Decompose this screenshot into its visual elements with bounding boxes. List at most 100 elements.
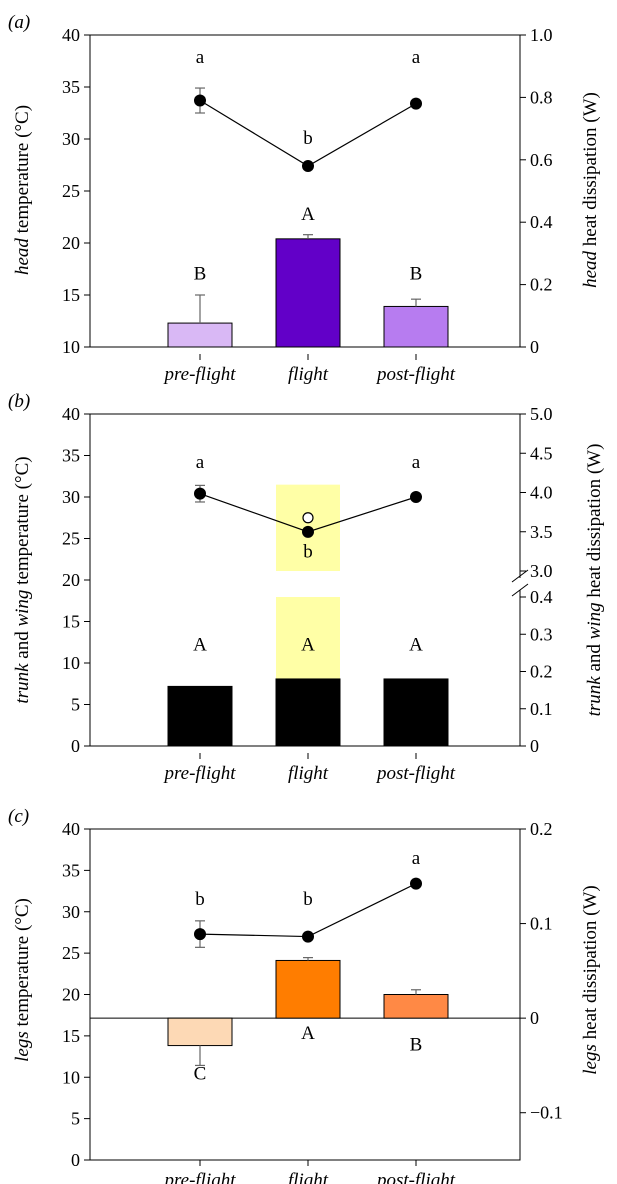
panel-b-right-tick-label: 3.5 bbox=[530, 522, 553, 542]
panel-b-line-point bbox=[410, 491, 422, 503]
panel-b-category-label: pre-flight bbox=[162, 763, 236, 784]
panel-c-category-label: post-flight bbox=[375, 1170, 456, 1184]
panel-c-right-tick-label: 0 bbox=[530, 1008, 539, 1028]
panel-b-bar-trunk bbox=[383, 678, 449, 747]
panel-b-right-axis-title-italic-1: trunk bbox=[584, 676, 605, 717]
panel-b-right-axis-title-rest: heat dissipation (W) bbox=[584, 444, 605, 603]
panel-b-left-axis-title-rest: temperature (°C) bbox=[12, 456, 33, 589]
panel-c-left-axis-title-italic: legs bbox=[12, 1031, 33, 1062]
panel-b-line-sig-letter: b bbox=[303, 542, 313, 563]
panel-b-right-tick-label: 4.0 bbox=[530, 483, 553, 503]
panel-b-right-tick-label: 4.5 bbox=[530, 443, 553, 463]
panel-b-left-tick-label: 40 bbox=[62, 404, 80, 424]
panel-a-line-point bbox=[194, 94, 206, 107]
panel-b-right-tick-label: 0.1 bbox=[530, 699, 553, 719]
panel-c-bar-sig-letter: A bbox=[301, 1023, 315, 1044]
panel-b-right-axis-title-mid: and bbox=[584, 639, 605, 676]
panel-b-bar-sig-letter: A bbox=[193, 635, 207, 656]
panel-b-left-tick-label: 35 bbox=[62, 446, 80, 466]
panel-b-right-tick-label: 0.3 bbox=[530, 624, 553, 644]
panel-c-right-axis-title-italic: legs bbox=[580, 1044, 601, 1075]
panel-a-left-tick-label: 10 bbox=[62, 337, 80, 357]
panel-b-left-tick-label: 15 bbox=[62, 612, 80, 632]
panel-b-bar-trunk bbox=[275, 678, 341, 747]
panel-c-bar bbox=[167, 1017, 233, 1047]
panel-a-left-tick-label: 25 bbox=[62, 181, 80, 201]
panel-c-left-tick-label: 0 bbox=[71, 1150, 80, 1170]
panel-b-axis-break-mark bbox=[511, 583, 529, 597]
panel-c-line-point bbox=[302, 930, 314, 943]
panel-b-line-point bbox=[194, 487, 206, 500]
panel-b-right-tick-label: 0 bbox=[530, 736, 539, 756]
panel-c-left-tick-label: 15 bbox=[62, 1026, 80, 1046]
panel-b-right-tick-label: 3.0 bbox=[530, 561, 553, 581]
panel-a-left-tick-label: 40 bbox=[62, 25, 80, 45]
panel-a-bar bbox=[167, 322, 233, 348]
panel-b-left-axis-title: trunk and wing temperature (°C) bbox=[12, 456, 33, 703]
panel-c-bar bbox=[383, 994, 449, 1019]
panel-c-right-tick-label: 0.2 bbox=[530, 819, 553, 839]
panel-c-left-tick-label: 30 bbox=[62, 902, 80, 922]
panel-c-bar-sig-letter: B bbox=[410, 1034, 423, 1055]
panel-b-left-tick-label: 5 bbox=[71, 695, 80, 715]
panel-c-left-tick-label: 25 bbox=[62, 943, 80, 963]
panel-a-category-label: flight bbox=[288, 364, 329, 385]
panel-a-line-point bbox=[410, 97, 422, 110]
panel-a: (a) head temperature (°C) head heat diss… bbox=[8, 12, 601, 385]
panel-b-category-label: flight bbox=[288, 763, 329, 784]
panel-a-line-sig-letter: a bbox=[196, 47, 205, 68]
panel-b-right-axis-title: trunk and wing heat dissipation (W) bbox=[584, 444, 605, 717]
panel-c-label: (c) bbox=[8, 806, 29, 827]
panel-c-right-axis-title: legs heat dissipation (W) bbox=[580, 885, 601, 1074]
panel-c-line-point bbox=[410, 877, 422, 890]
panel-b-line-sig-letter: a bbox=[196, 452, 205, 473]
panel-c: (c) legs temperature (°C) legs heat diss… bbox=[8, 806, 601, 1184]
panel-c-category-label: flight bbox=[288, 1170, 329, 1184]
panel-b-right-tick-label: 5.0 bbox=[530, 404, 553, 424]
panel-a-right-tick-label: 0.8 bbox=[530, 87, 553, 107]
panel-b-open-point bbox=[302, 512, 314, 524]
panel-a-category-label: pre-flight bbox=[162, 364, 236, 385]
panel-b-bar-wing-lower bbox=[276, 597, 340, 679]
panel-a-right-axis-title: head heat dissipation (W) bbox=[580, 92, 601, 288]
panel-b-bar-sig-letter: A bbox=[301, 635, 315, 656]
panel-c-right-axis-title-rest: heat dissipation (W) bbox=[580, 885, 601, 1044]
panel-c-left-axis-title: legs temperature (°C) bbox=[12, 898, 33, 1062]
panel-a-label: (a) bbox=[8, 12, 30, 33]
panel-c-left-axis-title-rest: temperature (°C) bbox=[12, 898, 33, 1031]
panel-b-axis-break-gap bbox=[518, 578, 522, 590]
panel-a-right-tick-label: 0.6 bbox=[530, 150, 553, 170]
panel-b-left-tick-label: 0 bbox=[71, 736, 80, 756]
panel-b-label: (b) bbox=[8, 391, 30, 412]
panel-b-right-tick-label: 0.2 bbox=[530, 662, 553, 682]
panel-a-right-axis-title-italic: head bbox=[580, 250, 601, 287]
panel-c-left-tick-label: 10 bbox=[62, 1067, 80, 1087]
panel-b-right-tick-label: 0.4 bbox=[530, 587, 553, 607]
panel-c-bar-sig-letter: C bbox=[194, 1064, 207, 1085]
panel-a-left-tick-label: 15 bbox=[62, 285, 80, 305]
panel-b-axis-break-mark bbox=[511, 569, 529, 583]
panel-a-right-tick-label: 0.2 bbox=[530, 275, 553, 295]
panel-a-right-tick-label: 0.4 bbox=[530, 212, 553, 232]
panel-c-bar bbox=[275, 959, 341, 1019]
panel-a-right-tick-label: 0 bbox=[530, 337, 539, 357]
panel-c-line-sig-letter: b bbox=[195, 889, 205, 910]
panel-c-right-tick-label: 0.1 bbox=[530, 914, 553, 934]
panel-b-line-sig-letter: a bbox=[412, 452, 421, 473]
panel-c-left-tick-label: 40 bbox=[62, 819, 80, 839]
panel-a-line-sig-letter: b bbox=[303, 128, 313, 149]
panel-c-left-tick-label: 5 bbox=[71, 1109, 80, 1129]
panel-a-bar bbox=[383, 305, 449, 348]
panel-a-bar-sig-letter: A bbox=[301, 204, 315, 225]
panel-b-left-tick-label: 25 bbox=[62, 529, 80, 549]
panel-b-bar-sig-letter: A bbox=[409, 635, 423, 656]
panel-b: (b) trunk and wing temperature (°C) trun… bbox=[8, 391, 605, 784]
panel-b-left-tick-label: 20 bbox=[62, 570, 80, 590]
panel-b-category-label: post-flight bbox=[375, 763, 456, 784]
panel-b-bar-trunk bbox=[167, 685, 233, 747]
panel-b-left-axis-title-mid: and bbox=[12, 627, 33, 664]
panel-b-right-axis-title-italic-2: wing bbox=[584, 602, 605, 639]
panel-a-right-tick-label: 1.0 bbox=[530, 25, 553, 45]
panel-b-line-point bbox=[302, 525, 314, 538]
panel-a-bar bbox=[275, 238, 341, 348]
